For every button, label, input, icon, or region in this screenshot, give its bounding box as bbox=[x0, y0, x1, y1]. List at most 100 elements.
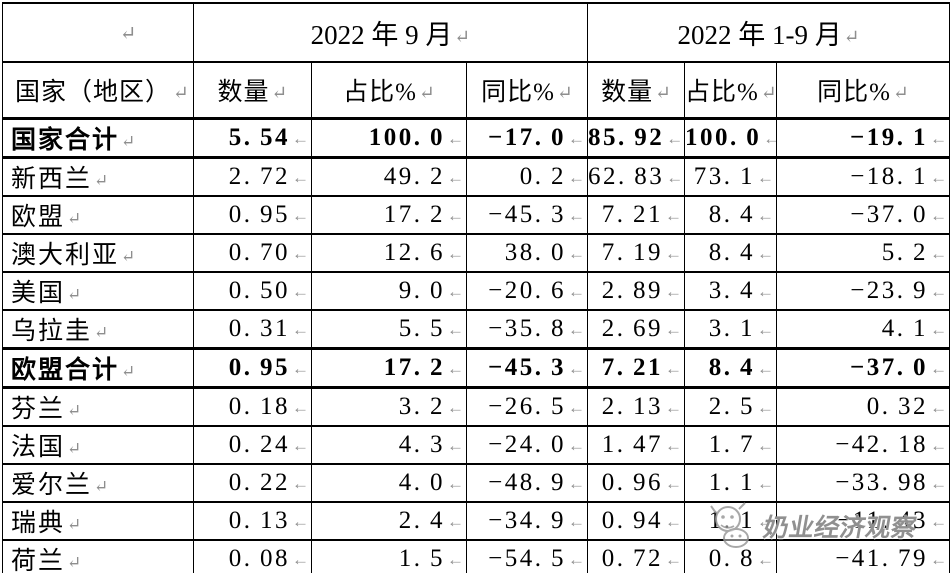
value-label: −19. 1 bbox=[850, 124, 929, 151]
value-label: 9. 0 bbox=[398, 277, 445, 304]
return-mark-icon: ← bbox=[665, 359, 683, 378]
return-mark-icon: ↵ bbox=[418, 83, 435, 104]
return-mark-icon: ← bbox=[757, 244, 775, 263]
value-cell: 100. 0← bbox=[311, 117, 467, 159]
value-label: 12. 6 bbox=[383, 239, 445, 266]
value-label: 17. 2 bbox=[383, 201, 445, 228]
return-mark-icon: ↵ bbox=[94, 477, 109, 496]
value-cell: 7. 19 ← bbox=[587, 233, 686, 273]
value-cell: −34. 9 ← bbox=[465, 501, 589, 541]
return-mark-icon: ↵ bbox=[67, 401, 82, 420]
return-mark-icon: ← bbox=[757, 206, 775, 225]
value-cell: 2. 72 ← bbox=[193, 156, 312, 197]
return-mark-icon: ← bbox=[665, 244, 683, 263]
return-mark-icon: ← bbox=[665, 282, 683, 301]
col-header-label: 同比% bbox=[817, 79, 891, 106]
value-label: 4. 1 bbox=[881, 315, 929, 342]
value-cell: −45. 3 ← bbox=[465, 347, 589, 389]
col-header-quantity-sep: 数量 ↵ bbox=[193, 61, 312, 120]
return-mark-icon: ← bbox=[447, 320, 464, 339]
value-label: 0. 96 bbox=[601, 469, 664, 496]
value-label: 4. 3 bbox=[398, 431, 445, 458]
value-label: 5. 5 bbox=[398, 315, 445, 342]
country-label: 荷兰 bbox=[11, 548, 66, 573]
value-cell: 2. 5 ← bbox=[684, 386, 778, 427]
value-label: 85. 92 bbox=[588, 124, 665, 151]
country-cell: 荷兰 ↵ bbox=[2, 539, 194, 573]
return-mark-icon: ← bbox=[930, 168, 948, 187]
return-mark-icon: ← bbox=[666, 168, 684, 187]
table-body: 国家合计↵5. 54←100. 0←−17. 0←85. 92←100. 0←−… bbox=[2, 117, 951, 573]
return-mark-icon: ← bbox=[568, 244, 586, 263]
value-cell: 0. 13 ← bbox=[193, 501, 312, 541]
return-mark-icon: ← bbox=[292, 320, 309, 339]
value-label: −23. 9 bbox=[850, 277, 929, 304]
value-cell: 5. 5 ← bbox=[311, 309, 467, 350]
value-cell: −45. 3 ← bbox=[465, 195, 589, 235]
value-cell: 0. 08 ← bbox=[193, 539, 312, 573]
country-cell: 芬兰 ↵ bbox=[2, 386, 194, 427]
value-cell: 73. 1 ← bbox=[684, 156, 778, 197]
table-row: 国家合计↵5. 54←100. 0←−17. 0←85. 92←100. 0←−… bbox=[2, 117, 951, 159]
return-mark-icon: ↵ bbox=[556, 83, 573, 104]
value-label: −26. 5 bbox=[488, 393, 567, 420]
return-mark-icon: ↵ bbox=[271, 83, 288, 104]
return-mark-icon: ← bbox=[568, 398, 586, 417]
value-cell: 7. 21 ← bbox=[587, 195, 686, 235]
return-mark-icon: ↵ bbox=[67, 209, 82, 228]
value-cell: 9. 0 ← bbox=[311, 271, 467, 311]
col-header-share-jansep: 占比% ↵ bbox=[684, 61, 778, 120]
value-label: 0. 50 bbox=[228, 277, 290, 304]
table-row: 荷兰 ↵ 0. 08 ← 1. 5 ← −54. 5 ← 0. 72 ← 0. 8 ← −41. 79 ← bbox=[2, 539, 951, 573]
value-label: 2. 69 bbox=[601, 315, 664, 342]
value-label: 7. 21 bbox=[601, 201, 664, 228]
return-mark-icon: ← bbox=[757, 474, 775, 493]
return-mark-icon: ← bbox=[757, 168, 775, 187]
value-cell: −37. 0 ← bbox=[776, 195, 951, 235]
return-mark-icon: ← bbox=[292, 436, 309, 455]
return-mark-icon: ← bbox=[930, 320, 948, 339]
return-mark-icon: ← bbox=[930, 474, 948, 493]
value-label: 0. 94 bbox=[601, 507, 664, 534]
return-mark-icon: ↵ bbox=[655, 83, 671, 104]
table-row: 欧盟合计 ↵ 0. 95 ← 17. 2 ← −45. 3 ← 7. 21 ← 8. 4 ← −37. … bbox=[2, 347, 951, 389]
return-mark-icon: ← bbox=[665, 436, 683, 455]
country-cell: 欧盟合计 ↵ bbox=[2, 347, 194, 389]
value-cell: 8. 4 ← bbox=[684, 347, 778, 389]
value-label: −48. 9 bbox=[488, 469, 567, 496]
return-mark-icon: ↵ bbox=[119, 23, 137, 45]
return-mark-icon: ↵ bbox=[121, 362, 136, 381]
value-cell: 85. 92 ← bbox=[587, 117, 686, 159]
col-header-country: 国家（地区） ↵ bbox=[2, 61, 194, 120]
return-mark-icon: ↵ bbox=[94, 171, 109, 190]
return-mark-icon: ← bbox=[665, 206, 683, 225]
value-cell: 100. 0← bbox=[684, 117, 778, 159]
return-mark-icon: ← bbox=[292, 398, 309, 417]
return-mark-icon: ← bbox=[292, 474, 309, 493]
return-mark-icon: ← bbox=[568, 320, 586, 339]
country-cell: 澳大利亚 ↵ bbox=[2, 233, 194, 273]
return-mark-icon: ← bbox=[930, 512, 948, 531]
value-label: 5. 54 bbox=[228, 124, 290, 151]
return-mark-icon: ← bbox=[757, 282, 775, 301]
return-mark-icon: ↵ bbox=[121, 132, 136, 151]
return-mark-icon: ← bbox=[292, 168, 309, 187]
return-mark-icon: ← bbox=[757, 359, 775, 378]
return-mark-icon: ← bbox=[568, 206, 586, 225]
return-mark-icon: ← bbox=[447, 206, 464, 225]
return-mark-icon: ← bbox=[447, 168, 464, 187]
value-cell: −26. 5 ← bbox=[465, 386, 589, 427]
return-mark-icon: ↵ bbox=[760, 83, 777, 104]
value-label: 0. 32 bbox=[866, 393, 929, 420]
value-cell: 5. 54 ← bbox=[193, 117, 312, 159]
value-label: 0. 70 bbox=[228, 239, 290, 266]
value-label: −42. 18 bbox=[835, 431, 929, 458]
col-header-label: 占比% bbox=[685, 79, 759, 106]
table-row: 爱尔兰 ↵ 0. 22 ← 4. 0 ← −48. 9 ← 0. 96 ← 1. 1 ← −33. 98… bbox=[2, 463, 951, 503]
country-label: 乌拉圭 bbox=[11, 318, 93, 345]
return-mark-icon: ← bbox=[568, 474, 586, 493]
return-mark-icon: ↵ bbox=[67, 285, 82, 304]
return-mark-icon: ↵ bbox=[67, 439, 82, 458]
value-label: 0. 8 bbox=[708, 545, 756, 572]
